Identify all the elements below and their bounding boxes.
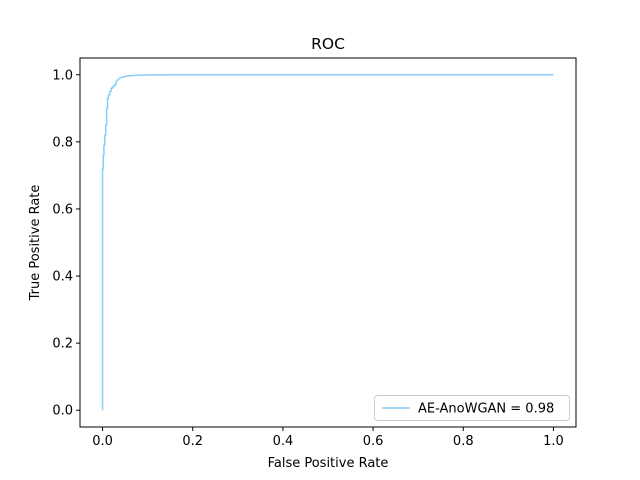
y-tick-label: 0.8	[52, 135, 73, 150]
x-tick-label: 0.0	[92, 434, 113, 449]
roc-curve-line	[101, 74, 554, 411]
y-axis-label: True Positive Rate	[28, 185, 43, 302]
x-tick-label: 0.8	[453, 434, 474, 449]
x-tick-label: 0.2	[182, 434, 203, 449]
plot-area	[80, 58, 576, 427]
y-tick-label: 1.0	[52, 68, 73, 83]
y-tick-label: 0.6	[52, 202, 73, 217]
y-tick-label: 0.0	[52, 404, 73, 419]
legend-entry-label: AE-AnoWGAN = 0.98	[418, 402, 554, 417]
chart-title: ROC	[311, 35, 345, 53]
x-tick-label: 0.6	[363, 434, 384, 449]
x-axis-label: False Positive Rate	[268, 456, 389, 471]
legend: AE-AnoWGAN = 0.98	[374, 395, 570, 421]
x-tick-label: 1.0	[543, 434, 564, 449]
x-tick-label: 0.4	[273, 434, 294, 449]
y-tick-label: 0.2	[52, 337, 73, 352]
y-tick-label: 0.4	[52, 270, 73, 285]
axes-frame	[79, 57, 577, 428]
legend-box	[374, 395, 570, 421]
